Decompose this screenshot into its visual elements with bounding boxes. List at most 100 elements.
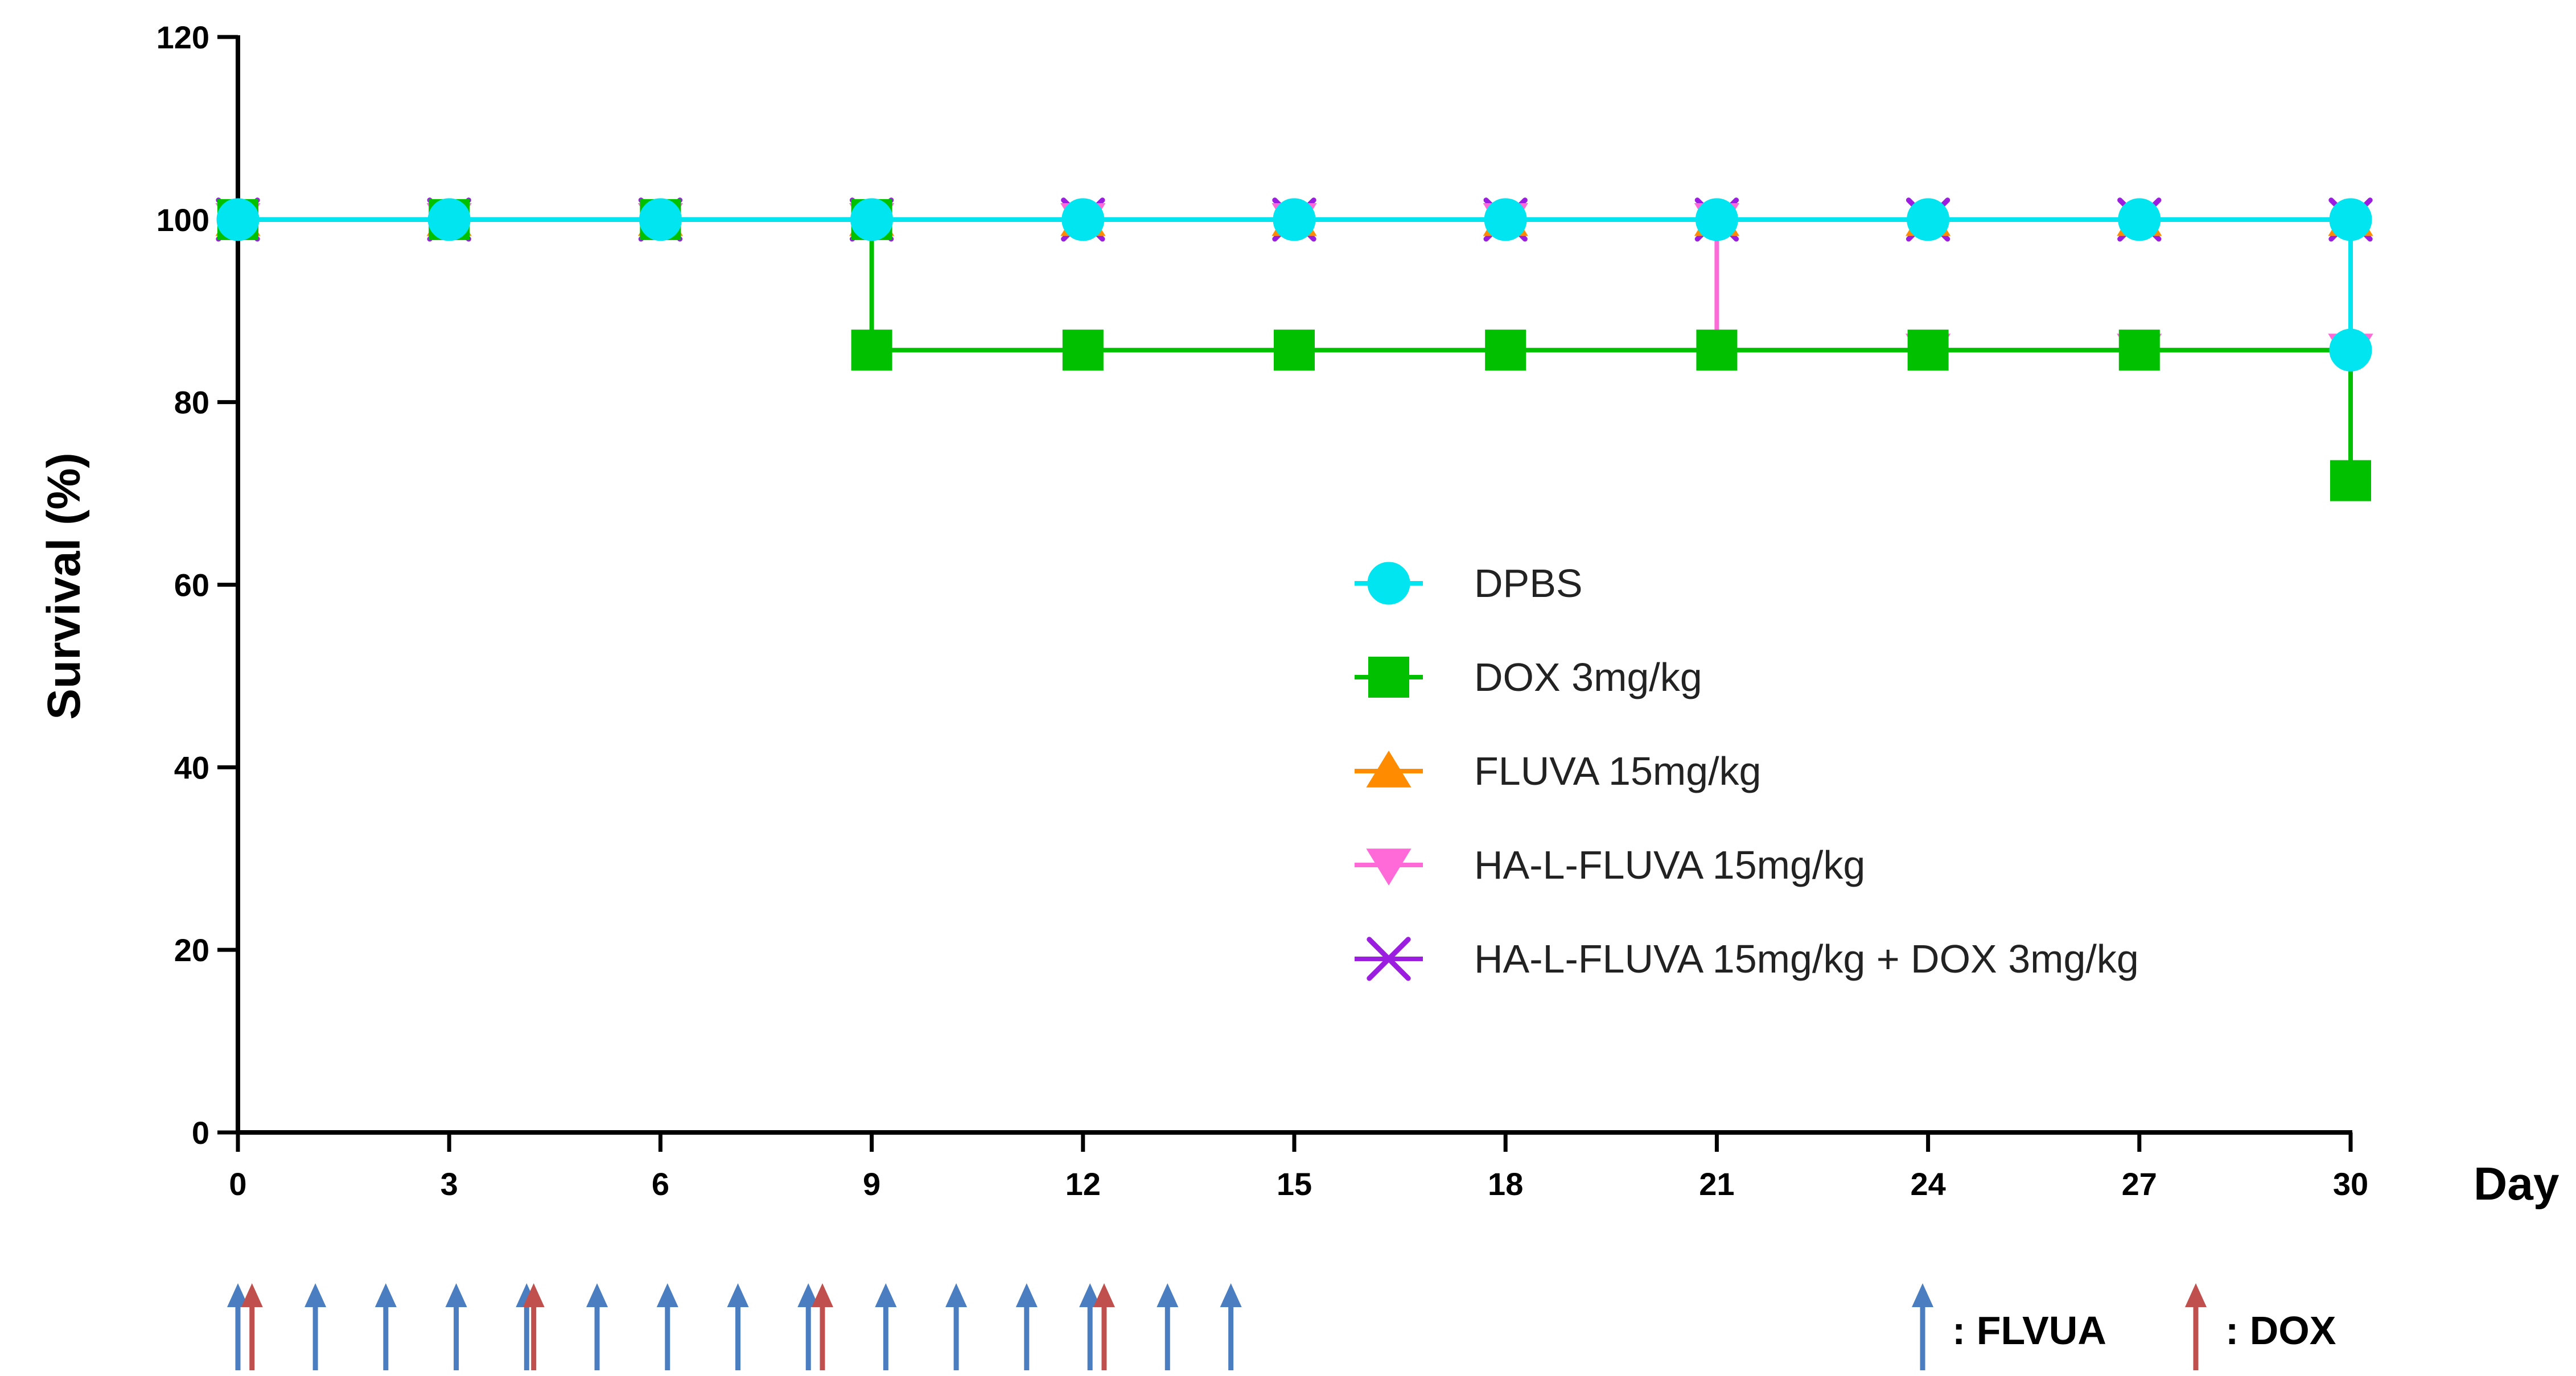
data-point <box>851 329 892 371</box>
data-point <box>1695 198 1738 241</box>
arrow-head <box>2185 1283 2207 1307</box>
x-tick-label: 30 <box>2333 1166 2368 1202</box>
arrow-head <box>1079 1283 1101 1307</box>
flvua-legend-label: : FLVUA <box>1952 1308 2106 1353</box>
arrow-head <box>522 1283 545 1307</box>
data-point <box>216 198 260 241</box>
arrow-head <box>811 1283 833 1307</box>
arrow-head <box>727 1283 749 1307</box>
y-tick-label: 120 <box>157 19 209 55</box>
data-point <box>2329 198 2372 241</box>
arrow-head <box>656 1283 678 1307</box>
arrow-head <box>945 1283 968 1307</box>
legend-swatch-marker <box>1368 657 1409 698</box>
legend-item: DOX 3mg/kg <box>1355 655 1702 699</box>
y-tick-label: 0 <box>192 1115 209 1151</box>
data-point <box>639 198 682 241</box>
y-tick-label: 40 <box>174 749 209 785</box>
flvua-legend-arrow <box>1912 1283 1933 1370</box>
series-dox-3mg-kg <box>217 199 2371 501</box>
flvua-dose-arrow <box>445 1283 467 1370</box>
flvua-dose-arrow <box>1220 1283 1242 1370</box>
arrow-head <box>375 1283 397 1307</box>
data-point <box>1062 329 1104 371</box>
legend-item: HA-L-FLUVA 15mg/kg + DOX 3mg/kg <box>1355 937 2139 981</box>
flvua-dose-arrow <box>945 1283 968 1370</box>
legend-label: HA-L-FLUVA 15mg/kg + DOX 3mg/kg <box>1474 937 2139 981</box>
data-point <box>1484 198 1527 241</box>
series-dpbs <box>216 198 2372 372</box>
flvua-dose-arrow <box>656 1283 678 1370</box>
legend-swatch-marker <box>1366 751 1412 788</box>
dox-dose-arrow <box>811 1283 833 1370</box>
flvua-dose-arrow <box>227 1283 249 1370</box>
data-point <box>2118 198 2161 241</box>
arrow-head <box>586 1283 608 1307</box>
x-tick-label: 21 <box>1699 1166 1734 1202</box>
x-tick-label: 18 <box>1488 1166 1523 1202</box>
legend-swatch-marker <box>1366 848 1412 885</box>
arrow-head <box>241 1283 263 1307</box>
y-axis-title: Survival (%) <box>38 452 90 719</box>
arrow-head <box>445 1283 467 1307</box>
x-tick-label: 0 <box>229 1166 246 1202</box>
x-tick-label: 3 <box>441 1166 458 1202</box>
y-tick-label: 80 <box>174 385 209 421</box>
data-point <box>427 198 471 241</box>
legend-label: FLUVA 15mg/kg <box>1474 749 1762 793</box>
flvua-dose-arrow <box>727 1283 749 1370</box>
arrow-head <box>1015 1283 1038 1307</box>
x-tick-label: 12 <box>1065 1166 1101 1202</box>
flvua-dose-arrow <box>875 1283 897 1370</box>
data-point <box>850 198 894 241</box>
y-tick-label: 100 <box>157 202 209 238</box>
legend-item: DPBS <box>1355 561 1583 605</box>
data-point <box>2118 329 2160 371</box>
dox-legend-arrow <box>2185 1283 2207 1370</box>
data-point <box>1907 329 1949 371</box>
arrow-head <box>304 1283 327 1307</box>
axes: 0 20 40 60 80 100 120 0 3 6 9 12 15 18 21 24 27 30 <box>157 19 2369 1202</box>
flvua-dose-arrow <box>304 1283 327 1370</box>
arrow-head <box>227 1283 249 1307</box>
flvua-dose-arrow <box>586 1283 608 1370</box>
data-point <box>1274 329 1315 371</box>
arrow-head <box>1157 1283 1179 1307</box>
x-tick-label: 9 <box>863 1166 880 1202</box>
arrow-head <box>797 1283 820 1307</box>
dox-dose-arrow <box>522 1283 545 1370</box>
y-tick-label: 20 <box>174 932 209 968</box>
data-point <box>2330 460 2371 501</box>
dox-dose-arrow <box>241 1283 263 1370</box>
dox-legend-label: : DOX <box>2225 1308 2336 1353</box>
legend-item: FLUVA 15mg/kg <box>1355 749 1762 793</box>
flvua-dose-arrow <box>1079 1283 1101 1370</box>
data-point <box>1907 198 1950 241</box>
x-tick-label: 15 <box>1277 1166 1312 1202</box>
data-point <box>2329 328 2372 372</box>
arrow-head <box>1093 1283 1115 1307</box>
legend-label: HA-L-FLUVA 15mg/kg <box>1474 843 1865 887</box>
dox-dose-arrow <box>1093 1283 1115 1370</box>
legend-label: DPBS <box>1474 561 1583 605</box>
y-tick-label: 60 <box>174 567 209 603</box>
arrow-head <box>1220 1283 1242 1307</box>
x-axis-title: Day <box>2474 1158 2559 1210</box>
data-point <box>1696 329 1738 371</box>
dosing-arrows: : FLVUA : DOX <box>227 1283 2336 1370</box>
legend-label: DOX 3mg/kg <box>1474 655 1702 699</box>
arrow-head <box>1912 1283 1933 1307</box>
flvua-dose-arrow <box>375 1283 397 1370</box>
flvua-dose-arrow <box>1157 1283 1179 1370</box>
data-point <box>1273 198 1316 241</box>
series-layer <box>215 197 2373 501</box>
legend-item: HA-L-FLUVA 15mg/kg <box>1355 843 1865 887</box>
legend-swatch-marker <box>1367 562 1410 605</box>
x-tick-label: 6 <box>652 1166 669 1202</box>
legend-swatch-marker <box>1367 937 1411 981</box>
legend: DPBS DOX 3mg/kg FLUVA 15mg/kg HA-L-FLUVA 15… <box>1355 561 2139 981</box>
flvua-dose-arrow <box>797 1283 820 1370</box>
data-point <box>1485 329 1526 371</box>
